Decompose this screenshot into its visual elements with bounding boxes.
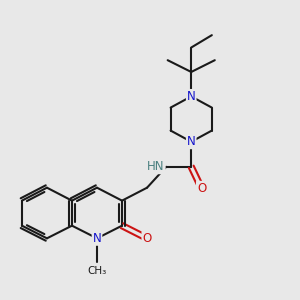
Text: N: N	[93, 232, 101, 245]
Text: HN: HN	[147, 160, 165, 173]
Text: O: O	[142, 232, 152, 245]
Text: N: N	[187, 90, 196, 103]
Text: O: O	[197, 182, 206, 195]
Text: N: N	[187, 135, 196, 148]
Text: CH₃: CH₃	[87, 266, 106, 276]
